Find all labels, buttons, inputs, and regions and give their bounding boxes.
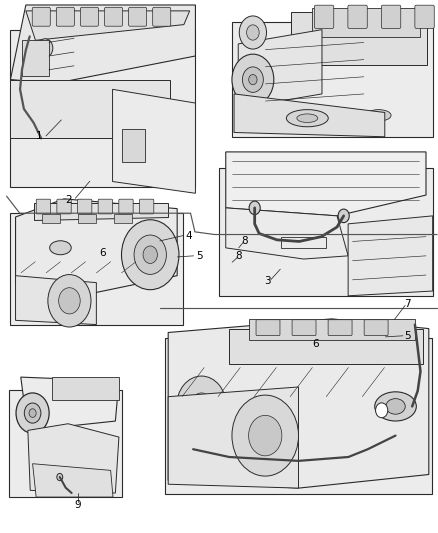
- Polygon shape: [16, 276, 96, 325]
- Polygon shape: [21, 377, 119, 431]
- Ellipse shape: [297, 114, 318, 123]
- FancyBboxPatch shape: [98, 199, 113, 214]
- Ellipse shape: [386, 399, 405, 414]
- Text: 7: 7: [404, 299, 411, 309]
- Bar: [78, 214, 96, 223]
- Bar: [11, 79, 170, 139]
- Bar: [232, 22, 433, 137]
- Bar: [219, 168, 433, 296]
- Ellipse shape: [366, 110, 391, 121]
- FancyBboxPatch shape: [348, 5, 367, 28]
- Circle shape: [59, 288, 80, 314]
- FancyBboxPatch shape: [57, 7, 74, 26]
- Bar: [281, 237, 326, 248]
- Bar: [122, 128, 145, 162]
- Polygon shape: [11, 5, 195, 84]
- FancyBboxPatch shape: [57, 199, 71, 214]
- FancyBboxPatch shape: [256, 320, 280, 335]
- Circle shape: [143, 246, 157, 263]
- Text: 9: 9: [74, 500, 81, 510]
- FancyBboxPatch shape: [129, 7, 147, 26]
- Polygon shape: [26, 11, 190, 41]
- Circle shape: [37, 39, 53, 58]
- FancyBboxPatch shape: [381, 5, 401, 28]
- Ellipse shape: [375, 392, 417, 421]
- Polygon shape: [33, 203, 168, 220]
- Text: 2: 2: [66, 195, 72, 205]
- Text: 1: 1: [36, 131, 43, 141]
- Circle shape: [232, 395, 299, 476]
- Bar: [42, 214, 60, 223]
- FancyBboxPatch shape: [105, 7, 123, 26]
- Bar: [52, 377, 119, 400]
- FancyBboxPatch shape: [139, 199, 154, 214]
- FancyBboxPatch shape: [36, 199, 50, 214]
- Polygon shape: [28, 424, 119, 493]
- Circle shape: [232, 54, 274, 105]
- FancyBboxPatch shape: [292, 320, 316, 335]
- Circle shape: [134, 235, 166, 274]
- FancyBboxPatch shape: [153, 7, 171, 26]
- Text: 6: 6: [99, 248, 106, 258]
- Polygon shape: [113, 90, 195, 193]
- Circle shape: [249, 201, 260, 215]
- FancyBboxPatch shape: [314, 5, 334, 28]
- FancyBboxPatch shape: [32, 7, 50, 26]
- Circle shape: [242, 67, 263, 92]
- Text: 4: 4: [185, 231, 192, 240]
- Bar: [9, 390, 123, 497]
- Bar: [11, 30, 195, 188]
- Bar: [114, 214, 132, 223]
- Bar: [10, 213, 183, 325]
- FancyBboxPatch shape: [81, 7, 99, 26]
- FancyBboxPatch shape: [78, 199, 92, 214]
- Text: 3: 3: [264, 277, 271, 286]
- FancyBboxPatch shape: [328, 320, 352, 335]
- Ellipse shape: [286, 110, 328, 127]
- Polygon shape: [226, 152, 426, 216]
- Circle shape: [249, 415, 282, 456]
- Circle shape: [121, 220, 179, 290]
- Circle shape: [247, 25, 259, 40]
- Ellipse shape: [49, 241, 71, 255]
- Bar: [249, 319, 415, 340]
- Polygon shape: [348, 216, 433, 296]
- Circle shape: [24, 403, 41, 423]
- Polygon shape: [32, 464, 113, 497]
- Polygon shape: [238, 30, 322, 108]
- Text: 8: 8: [241, 236, 248, 246]
- Circle shape: [338, 209, 349, 223]
- Text: 5: 5: [404, 331, 411, 341]
- FancyBboxPatch shape: [119, 199, 133, 214]
- Bar: [22, 41, 49, 76]
- Polygon shape: [168, 387, 299, 488]
- Polygon shape: [16, 199, 177, 293]
- Bar: [290, 12, 427, 66]
- FancyBboxPatch shape: [364, 320, 388, 335]
- Circle shape: [375, 403, 388, 418]
- Polygon shape: [234, 94, 385, 137]
- Circle shape: [29, 409, 36, 417]
- Polygon shape: [168, 319, 429, 488]
- Circle shape: [177, 376, 226, 437]
- Bar: [229, 328, 423, 364]
- Circle shape: [48, 274, 91, 327]
- Circle shape: [191, 393, 212, 420]
- Circle shape: [239, 16, 266, 49]
- Circle shape: [249, 75, 257, 85]
- Text: 5: 5: [196, 251, 203, 261]
- Polygon shape: [226, 208, 348, 259]
- FancyBboxPatch shape: [415, 5, 434, 28]
- Text: 8: 8: [235, 251, 242, 261]
- Text: 6: 6: [312, 339, 319, 349]
- Circle shape: [57, 473, 63, 481]
- Bar: [166, 338, 431, 494]
- Bar: [311, 8, 420, 37]
- Circle shape: [16, 393, 49, 433]
